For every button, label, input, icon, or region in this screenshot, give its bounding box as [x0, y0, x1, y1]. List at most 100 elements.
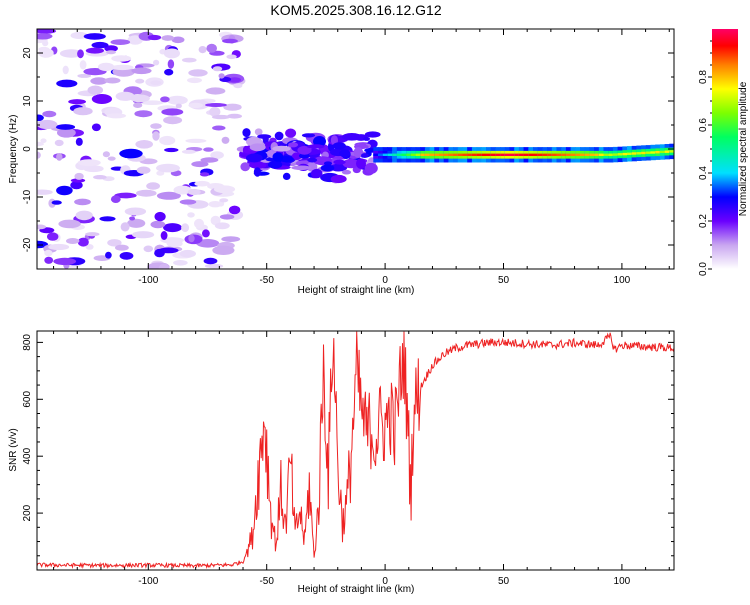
- figure-title: KOM5.2025.308.16.12.G12: [270, 2, 441, 18]
- signal-band-core: [561, 153, 567, 156]
- signal-band-core: [467, 153, 473, 156]
- signal-band-core: [584, 153, 590, 156]
- cluster-blob: [306, 144, 325, 149]
- noise-speckle: [209, 106, 221, 117]
- signal-band-core: [401, 153, 407, 156]
- noise-speckle: [74, 198, 91, 206]
- cluster-blob: [249, 143, 266, 152]
- noise-speckle: [124, 207, 147, 216]
- noise-speckle: [228, 77, 242, 83]
- spectrogram-x-tick-label: -100: [138, 275, 158, 286]
- signal-band-core: [392, 153, 398, 156]
- cluster-blob: [341, 169, 352, 175]
- noise-speckle: [57, 128, 76, 138]
- noise-speckle: [85, 47, 104, 54]
- signal-band-core: [495, 153, 501, 156]
- noise-speckle: [173, 260, 188, 266]
- noise-speckle: [159, 135, 176, 146]
- cluster-blob: [272, 145, 291, 152]
- cluster-blob: [330, 174, 347, 184]
- cluster-blob: [240, 162, 250, 172]
- noise-speckle: [171, 36, 185, 44]
- noise-speckle: [115, 244, 129, 251]
- noise-speckle: [85, 244, 94, 250]
- noise-speckle: [221, 136, 230, 144]
- noise-speckle: [115, 91, 135, 101]
- noise-speckle: [205, 87, 226, 95]
- noise-speckle: [164, 68, 174, 76]
- cluster-blob: [245, 153, 263, 163]
- noise-speckle: [233, 83, 243, 89]
- signal-band-core: [410, 153, 417, 156]
- signal-band-core: [565, 153, 572, 156]
- noise-speckle: [91, 94, 112, 104]
- noise-speckle: [194, 218, 204, 229]
- colorbar-label: Normalized spectral amplitude: [738, 81, 749, 216]
- cluster-blob: [253, 167, 261, 177]
- signal-band-core: [636, 152, 642, 155]
- noise-speckle: [74, 172, 84, 180]
- cluster-blob: [332, 142, 346, 150]
- noise-speckle: [185, 138, 207, 143]
- signal-band-core: [523, 153, 529, 156]
- noise-speckle: [54, 139, 64, 147]
- noise-speckle: [187, 188, 201, 196]
- noise-speckle: [37, 224, 47, 230]
- noise-speckle: [161, 35, 175, 41]
- noise-speckle: [156, 191, 181, 200]
- colorbar-tick-label: 0.6: [698, 118, 709, 132]
- signal-band-core: [551, 153, 558, 156]
- noise-speckle: [163, 116, 183, 125]
- noise-speckle: [227, 113, 242, 119]
- colorbar-tick-label: 0.8: [698, 70, 709, 84]
- noise-speckle: [226, 54, 237, 60]
- noise-speckle: [107, 156, 116, 161]
- signal-band-core: [594, 153, 600, 156]
- signal-band-core: [382, 153, 388, 156]
- noise-speckle: [150, 80, 162, 85]
- noise-speckle: [111, 64, 134, 71]
- noise-speckle: [181, 223, 190, 233]
- spectrogram-x-tick-label: -50: [259, 275, 274, 286]
- noise-speckle: [68, 99, 86, 105]
- noise-speckle: [37, 189, 53, 195]
- noise-speckle: [212, 66, 223, 72]
- snr-y-tick-label: 400: [22, 447, 33, 464]
- signal-band-core: [439, 153, 445, 156]
- spectrogram-x-tick-label: 50: [498, 275, 510, 286]
- noise-speckle: [75, 137, 83, 146]
- noise-speckle: [152, 131, 160, 141]
- snr-x-axis-label: Height of straight line (km): [298, 584, 415, 595]
- noise-speckle: [56, 79, 78, 88]
- noise-speckle: [110, 39, 131, 45]
- noise-speckle: [156, 170, 165, 176]
- noise-speckle: [214, 222, 230, 230]
- cluster-blob: [323, 161, 333, 166]
- noise-speckle: [167, 59, 175, 69]
- noise-speckle: [99, 216, 116, 222]
- noise-speckle: [131, 67, 152, 75]
- signal-band-core: [612, 153, 619, 156]
- signal-band-core: [650, 151, 656, 154]
- signal-band-core: [509, 153, 515, 156]
- noise-speckle: [213, 185, 236, 194]
- noise-speckle: [56, 185, 73, 196]
- cluster-blob: [288, 142, 299, 148]
- signal-band-core: [528, 153, 534, 156]
- noise-speckle: [70, 178, 86, 183]
- noise-speckle: [135, 78, 145, 84]
- noise-speckle: [153, 59, 160, 66]
- noise-speckle: [212, 114, 230, 120]
- cluster-blob: [274, 131, 284, 141]
- spectrogram-y-tick-label: 0: [22, 146, 33, 152]
- noise-speckle: [166, 240, 183, 248]
- noise-speckle: [104, 77, 121, 84]
- signal-band-core: [378, 153, 384, 156]
- noise-speckle: [219, 198, 229, 203]
- cluster-blob: [342, 158, 360, 169]
- signal-band-core: [659, 150, 666, 154]
- signal-band-core: [622, 152, 628, 156]
- signal-band-core: [448, 153, 454, 156]
- noise-speckle: [129, 216, 136, 221]
